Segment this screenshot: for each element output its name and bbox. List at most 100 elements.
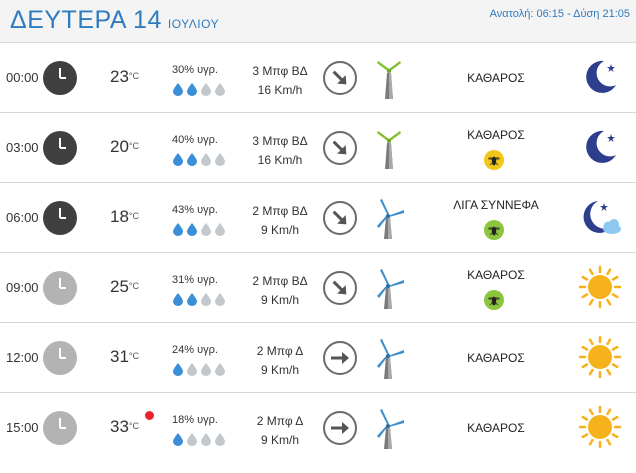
temperature-value: 25 <box>110 277 129 296</box>
forecast-row: 06:00 18°C 43% υγρ. 2 Μπφ ΒΔ 9 Km/h ΛΙΓΑ ΣΥΝΝ… <box>0 183 636 253</box>
humidity-drop-icon <box>173 83 183 96</box>
humidity-drop-icon <box>201 363 211 376</box>
sky-condition: ΚΑΘΑΡΟΣ <box>467 128 525 142</box>
wind-force: 2 Μπφ ΒΔ <box>252 204 308 218</box>
moon-icon <box>586 130 616 163</box>
wind-direction-arrow-icon <box>323 411 357 445</box>
insect-icon <box>484 220 504 240</box>
humidity-drop-icon <box>215 153 225 166</box>
forecast-row: 12:00 31°C 24% υγρ. 2 Μπφ Δ 9 Km/h ΚΑΘΑΡΟΣ <box>0 323 636 393</box>
humidity-drop-icon <box>173 293 183 306</box>
humidity-drop-icon <box>173 223 183 236</box>
sun-icon <box>578 265 622 309</box>
temperature: 25°C <box>110 277 139 297</box>
humidity-drops <box>172 152 226 166</box>
sky-condition: ΚΑΘΑΡΟΣ <box>467 268 525 282</box>
humidity-drop-icon <box>215 223 225 236</box>
blue-turbine-icon <box>377 339 404 379</box>
wind-info: 3 Μπφ ΒΔ 16 Km/h <box>240 132 320 170</box>
humidity-value: 40% υγρ. <box>172 134 218 146</box>
wind-speed: 9 Km/h <box>260 433 299 447</box>
forecast-row: 00:00 23°C 30% υγρ. 3 Μπφ ΒΔ 16 Km/h ΚΑΘΑΡΟΣ <box>0 43 636 113</box>
humidity-drop-icon <box>201 83 211 96</box>
humidity-drop-icon <box>215 363 225 376</box>
humidity-value: 43% υγρ. <box>172 204 218 216</box>
humidity-value: 30% υγρ. <box>172 64 218 76</box>
sunrise-sunset: Ανατολή: 06:15 - Δύση 21:05 <box>489 8 630 20</box>
wind-force: 2 Μπφ ΒΔ <box>252 274 308 288</box>
temperature: 31°C <box>110 347 139 367</box>
wind-info: 2 Μπφ Δ 9 Km/h <box>240 412 320 450</box>
temperature-unit: °C <box>128 421 140 431</box>
wind-speed: 9 Km/h <box>260 363 299 377</box>
humidity-drops <box>172 432 226 446</box>
humidity-drop-icon <box>173 153 183 166</box>
forecast-time: 15:00 <box>6 420 39 435</box>
wind-info: 2 Μπφ ΒΔ 9 Km/h <box>240 272 320 310</box>
day-title: ΔΕΥΤΕΡΑ 14 ΙΟΥΛΙΟΥ <box>10 6 219 35</box>
temperature-value: 18 <box>110 207 129 226</box>
temperature-value: 20 <box>110 137 129 156</box>
wind-speed: 9 Km/h <box>260 223 299 237</box>
moon-cloud-icon <box>583 201 621 234</box>
month-label: ΙΟΥΛΙΟΥ <box>167 17 220 31</box>
forecast-time: 03:00 <box>6 140 39 155</box>
humidity-value: 18% υγρ. <box>172 414 218 426</box>
wind-direction-arrow-icon <box>323 131 357 165</box>
humidity-drops <box>172 82 226 96</box>
wind-direction-arrow-icon <box>323 271 357 305</box>
sky-condition: ΚΑΘΑΡΟΣ <box>467 71 525 85</box>
wind-speed: 9 Km/h <box>260 293 299 307</box>
humidity-value: 24% υγρ. <box>172 344 218 356</box>
temperature-unit: °C <box>128 351 140 361</box>
temperature-unit: °C <box>128 71 140 81</box>
temperature-unit: °C <box>128 141 140 151</box>
wind-info: 3 Μπφ ΒΔ 16 Km/h <box>240 62 320 100</box>
wind-force: 2 Μπφ Δ <box>256 344 304 358</box>
clock-icon <box>43 131 77 165</box>
clock-icon <box>43 201 77 235</box>
wind-speed: 16 Km/h <box>257 83 303 97</box>
clock-icon <box>43 61 77 95</box>
humidity-value: 31% υγρ. <box>172 274 218 286</box>
green-turbine-icon <box>377 61 401 99</box>
humidity-drop-icon <box>201 433 211 446</box>
wind-force: 2 Μπφ Δ <box>256 414 304 428</box>
temperature-value: 31 <box>110 347 129 366</box>
forecast-table: 00:00 23°C 30% υγρ. 3 Μπφ ΒΔ 16 Km/h ΚΑΘΑΡΟΣ 0… <box>0 43 636 463</box>
humidity-drops <box>172 292 226 306</box>
humidity-drop-icon <box>201 223 211 236</box>
forecast-row: 09:00 25°C 31% υγρ. 2 Μπφ ΒΔ 9 Km/h ΚΑΘΑΡΟΣ <box>0 253 636 323</box>
temperature: 18°C <box>110 207 139 227</box>
humidity-drop-icon <box>215 293 225 306</box>
forecast-time: 00:00 <box>6 70 39 85</box>
wind-force: 3 Μπφ ΒΔ <box>252 64 308 78</box>
humidity-drop-icon <box>201 153 211 166</box>
blue-turbine-icon <box>377 199 404 239</box>
temperature: 20°C <box>110 137 139 157</box>
wind-force: 3 Μπφ ΒΔ <box>252 134 308 148</box>
temperature-unit: °C <box>128 211 140 221</box>
humidity-drop-icon <box>187 223 197 236</box>
temperature: 33°C <box>110 417 139 437</box>
humidity-drop-icon <box>173 433 183 446</box>
heat-warning-dot <box>145 411 154 420</box>
wind-direction-arrow-icon <box>323 201 357 235</box>
temperature-value: 33 <box>110 417 129 436</box>
forecast-time: 06:00 <box>6 210 39 225</box>
temperature-unit: °C <box>128 281 140 291</box>
wind-direction-arrow-icon <box>323 341 357 375</box>
humidity-drops <box>172 362 226 376</box>
wind-info: 2 Μπφ Δ 9 Km/h <box>240 342 320 380</box>
temperature: 23°C <box>110 67 139 87</box>
wind-direction-arrow-icon <box>323 61 357 95</box>
green-turbine-icon <box>377 131 401 169</box>
forecast-row: 15:00 33°C 18% υγρ. 2 Μπφ Δ 9 Km/h ΚΑΘΑΡΟΣ <box>0 393 636 463</box>
day-header: ΔΕΥΤΕΡΑ 14 ΙΟΥΛΙΟΥ Ανατολή: 06:15 - Δύση … <box>0 0 636 43</box>
humidity-drop-icon <box>187 83 197 96</box>
day-label: ΔΕΥΤΕΡΑ 14 <box>10 6 162 34</box>
humidity-drop-icon <box>187 293 197 306</box>
humidity-drop-icon <box>187 153 197 166</box>
sun-icon <box>578 335 622 379</box>
forecast-time: 09:00 <box>6 280 39 295</box>
